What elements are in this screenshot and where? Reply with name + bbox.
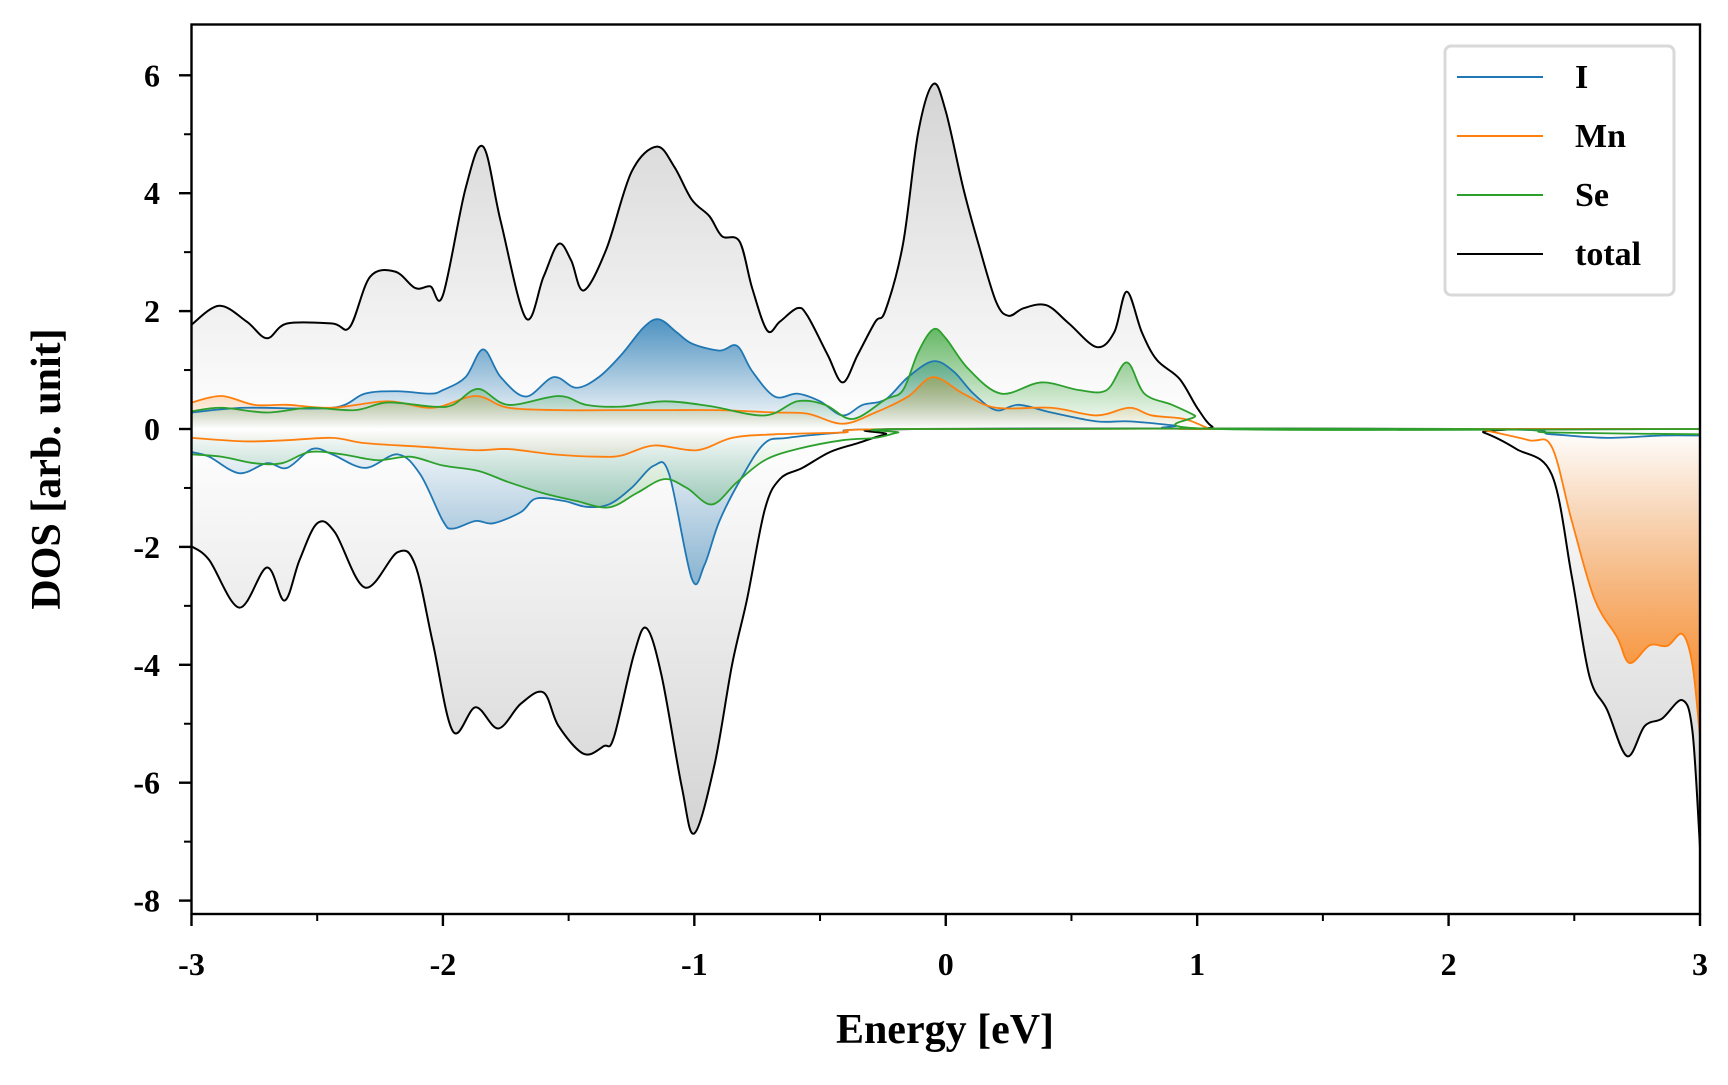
total-up-line (190, 82, 1701, 431)
x-tick-label: 0 (938, 946, 954, 982)
legend-label-Mn: Mn (1575, 118, 1626, 155)
total-up-fill (191, 83, 1700, 430)
y-tick-label: 6 (144, 57, 160, 93)
total-down-fill (191, 428, 1700, 848)
Se-down-fill (191, 428, 1700, 508)
Se-up-fill (191, 328, 1700, 431)
legend-label-I: I (1575, 59, 1588, 96)
x-tick-label: -1 (681, 946, 708, 982)
legend-label-total: total (1575, 236, 1641, 273)
series-lines (190, 82, 1701, 848)
legend-box (1443, 44, 1676, 297)
Mn-down-line (191, 427, 1701, 738)
total-down-line (190, 427, 1701, 848)
x-axis-label: Energy [eV] (836, 1007, 1054, 1053)
x-tick-label: 3 (1692, 946, 1708, 982)
Se-up-line (191, 327, 1701, 431)
y-tick-label: 2 (144, 293, 160, 329)
legend: I Mn Se total (1443, 44, 1676, 297)
y-tick-label: 4 (144, 175, 160, 211)
y-tick-label: 0 (144, 411, 160, 447)
y-tick-label: -6 (133, 765, 160, 801)
I-up-line (191, 318, 1701, 431)
y-tick-label: -4 (133, 647, 160, 683)
y-tick-label: -8 (133, 883, 160, 919)
x-tick-label: 2 (1441, 946, 1457, 982)
Se-down-line (191, 427, 1701, 509)
y-axis-ticks: 6 4 2 0 -2 -4 -6 -8 (133, 57, 192, 919)
legend-label-Se: Se (1575, 177, 1609, 214)
x-axis-ticks: -3 -2 -1 0 1 2 3 (178, 914, 1708, 982)
y-axis-label: DOS [arb. unit] (24, 328, 70, 609)
Mn-up-line (191, 376, 1701, 430)
y-tick-label: -2 (133, 529, 160, 565)
x-tick-label: -3 (178, 946, 205, 982)
area-fills (191, 83, 1700, 848)
x-tick-label: 1 (1189, 946, 1205, 982)
x-tick-label: -2 (430, 946, 457, 982)
